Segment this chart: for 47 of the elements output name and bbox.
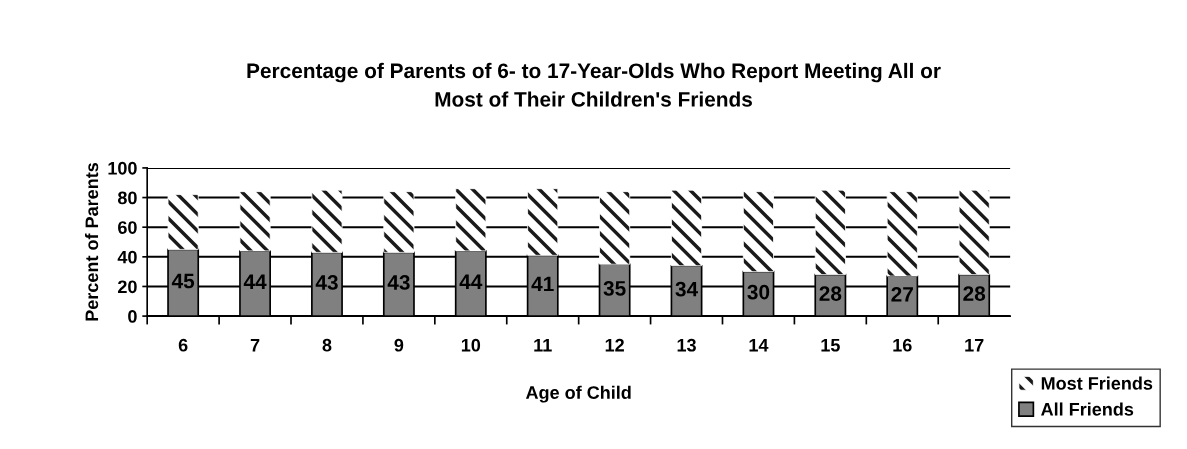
- y-tick-label: 100: [108, 161, 137, 175]
- x-tick-label: 7: [250, 338, 260, 352]
- data-label: 45: [171, 273, 195, 289]
- x-tick-label: 12: [605, 338, 624, 352]
- bar: [239, 191, 271, 252]
- data-label: 28: [819, 286, 842, 301]
- y-tick-label: 20: [118, 280, 137, 294]
- data-label: 43: [387, 275, 410, 290]
- x-tick-label: 16: [893, 338, 912, 352]
- bar: [886, 191, 918, 277]
- bar: [958, 189, 990, 276]
- data-label: 30: [747, 284, 770, 300]
- y-tick-label: 60: [118, 221, 137, 234]
- x-tick-label: 8: [322, 338, 332, 352]
- x-tick-label: 13: [677, 338, 696, 352]
- x-tick-label: 9: [394, 338, 404, 352]
- chart-title: Percentage of Parents of 6- to 17-Year-Olds Who Report Meeting All or Most of Their Children's Friends: [247, 62, 941, 107]
- y-tick-label: 80: [117, 191, 137, 205]
- bar: [383, 191, 415, 253]
- x-tick-label: 11: [534, 338, 552, 352]
- legend-label: Most Friends: [1041, 376, 1153, 390]
- bar: [742, 191, 774, 273]
- bar: [455, 188, 487, 252]
- data-label: 34: [675, 281, 699, 297]
- data-label: 27: [891, 286, 913, 302]
- x-axis-title: Age of Child: [525, 385, 631, 403]
- data-label: 43: [315, 275, 338, 290]
- bar: [671, 189, 703, 267]
- data-label: 41: [531, 276, 554, 292]
- bar: [814, 189, 846, 276]
- y-tick-label: 40: [117, 250, 137, 264]
- x-tick-label: 17: [965, 338, 984, 352]
- bar: [167, 194, 199, 250]
- data-label: 44: [243, 274, 267, 289]
- bar: [311, 189, 343, 253]
- legend-label: All Friends: [1041, 402, 1134, 416]
- x-tick-label: 14: [749, 338, 769, 352]
- bar: [599, 191, 631, 265]
- x-tick-label: 10: [461, 338, 481, 352]
- data-label: 35: [603, 281, 626, 296]
- y-axis-title: Percent of Parents: [84, 162, 99, 321]
- x-tick-label: 15: [821, 338, 840, 352]
- x-tick-label: 6: [178, 338, 188, 352]
- data-label: 28: [963, 286, 986, 301]
- bar: [527, 188, 559, 256]
- data-label: 44: [459, 274, 483, 289]
- y-tick-label: 0: [128, 310, 137, 323]
